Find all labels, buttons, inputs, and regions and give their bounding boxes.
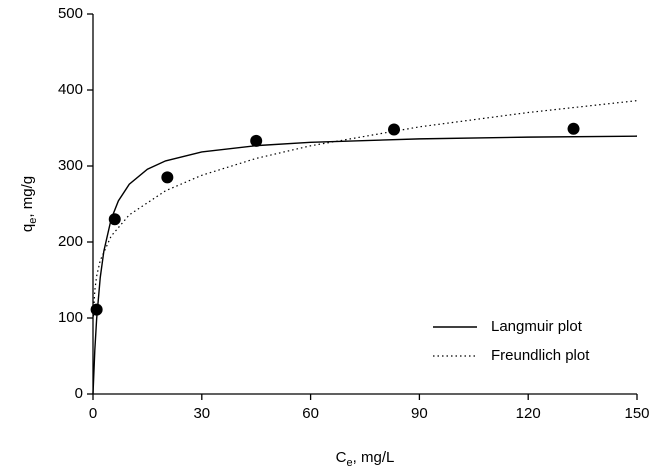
data-point — [250, 134, 263, 147]
x-tick-label: 90 — [411, 405, 428, 422]
y-axis-label-part: e — [27, 218, 39, 224]
x-tick-label: 0 — [89, 405, 97, 422]
data-point — [567, 122, 580, 135]
data-point — [388, 123, 401, 136]
y-tick-label: 300 — [58, 157, 83, 174]
x-tick-label: 120 — [516, 405, 541, 422]
legend-label: Freundlich plot — [491, 347, 590, 364]
x-axis-label: Ce, mg/L — [336, 449, 395, 469]
y-axis-label: qe, mg/g — [19, 176, 39, 232]
x-tick-label: 30 — [193, 405, 210, 422]
fit-line — [92, 135, 638, 395]
legend-label: Langmuir plot — [491, 318, 583, 335]
data-point — [161, 171, 174, 184]
y-tick-label: 100 — [58, 309, 83, 326]
y-axis-label-part: q — [19, 224, 36, 232]
x-tick-label: 150 — [624, 405, 649, 422]
y-tick-label: 0 — [75, 385, 83, 402]
y-tick-label: 200 — [58, 233, 83, 250]
x-axis-label-part: , mg/L — [353, 449, 395, 466]
x-axis-label-part: e — [347, 457, 353, 469]
fit-line — [92, 100, 638, 317]
y-axis-label-part: , mg/g — [19, 176, 36, 218]
x-tick-label: 60 — [302, 405, 319, 422]
x-axis-label-part: C — [336, 449, 347, 466]
y-tick-label: 400 — [58, 81, 83, 98]
y-tick-label: 500 — [58, 5, 83, 22]
